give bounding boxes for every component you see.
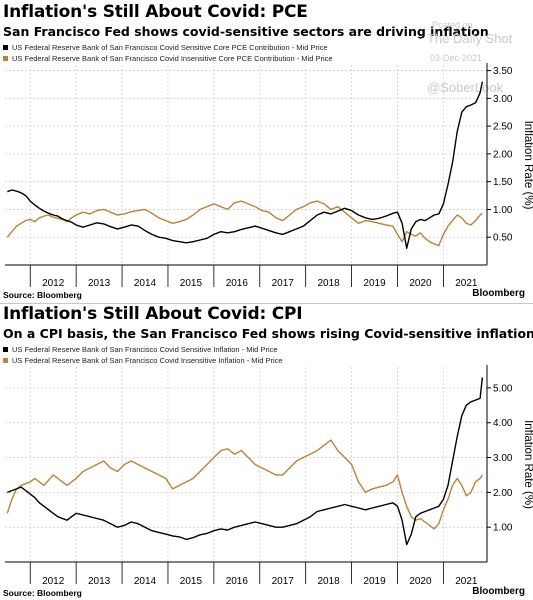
y-tick-label: 3.50 [493,66,513,77]
pce-chart-panel: Inflation's Still About Covid: PCE San F… [3,2,533,300]
legend-item-sensitive: US Federal Reserve Bank of San Francisco… [3,42,333,53]
series-line-covid-sensitive [7,377,484,546]
x-tick-label: 2017 [272,278,295,289]
series-line-covid-sensitive [7,81,484,250]
y-tick-label: 1.00 [493,205,513,216]
y-tick-label: 1.50 [493,177,513,188]
x-tick-label: 2018 [318,576,341,587]
watermark-handle: @SoberLook [427,80,504,95]
y-tick-label: 1.00 [493,523,513,534]
y-tick-label: 2.00 [493,149,513,160]
series-line-covid-insensitive [6,439,483,530]
series-line-covid-insensitive [6,200,483,247]
watermark-date: 03-Dec-2021 [430,53,483,63]
y-tick-label: 4.00 [493,418,513,429]
y-axis-label: Inflation Rate (%) [522,121,533,210]
x-tick-label: 2020 [409,576,432,587]
watermark-daily-shot: The Daily Shot [427,31,513,46]
bloomberg-logo: Bloomberg [472,586,525,597]
legend: US Federal Reserve Bank of San Francisco… [3,42,333,64]
x-tick-label: 2012 [42,576,65,587]
x-tick-label: 2019 [363,576,386,587]
source-note: Source: Bloomberg [3,588,82,598]
x-tick-label: 2015 [180,278,203,289]
x-tick-label: 2021 [455,278,478,289]
legend-label: US Federal Reserve Bank of San Francisco… [12,345,278,354]
y-tick-label: 5.00 [493,383,513,394]
y-tick-label: 3.00 [493,94,513,105]
legend-swatch-insensitive [3,56,8,61]
legend-label: US Federal Reserve Bank of San Francisco… [12,54,333,63]
x-tick-label: 2017 [272,576,295,587]
x-tick-label: 2019 [363,278,386,289]
legend-swatch-insensitive [3,358,8,363]
y-axis-label: Inflation Rate (%) [522,420,533,509]
x-tick-label: 2012 [42,278,65,289]
chart-title: Inflation's Still About Covid: CPI [3,304,303,324]
x-tick-label: 2018 [318,278,341,289]
source-note: Source: Bloomberg [3,290,82,300]
bloomberg-logo: Bloomberg [472,288,525,299]
chart-subtitle: San Francisco Fed shows covid-sensitive … [3,24,489,39]
watermark-posted-on: Posted on [432,20,473,30]
legend-label: US Federal Reserve Bank of San Francisco… [12,356,283,365]
chart-subtitle: On a CPI basis, the San Francisco Fed sh… [3,326,533,341]
x-tick-label: 2015 [180,576,203,587]
legend-item-insensitive: US Federal Reserve Bank of San Francisco… [3,53,333,64]
cpi-chart-panel: Inflation's Still About Covid: CPI On a … [0,302,533,600]
x-tick-label: 2013 [88,576,111,587]
x-tick-label: 2016 [226,576,249,587]
x-tick-label: 2016 [226,278,249,289]
legend: US Federal Reserve Bank of San Francisco… [3,344,283,366]
x-tick-label: 2014 [134,278,157,289]
cpi-line-chart: 1.00 2.00 3.00 4.00 5.00 2012 2013 2014 2015 2016… [5,365,533,587]
x-tick-label: 2014 [134,576,157,587]
x-tick-label: 2013 [88,278,111,289]
legend-item-insensitive: US Federal Reserve Bank of San Francisco… [3,355,283,366]
x-tick-label: 2020 [409,278,432,289]
y-tick-label: 2.00 [493,488,513,499]
chart-title: Inflation's Still About Covid: PCE [3,2,308,22]
pce-line-chart: 0.50 1.00 1.50 2.00 2.50 3.00 3.50 2012 2013 2014… [5,63,533,289]
y-tick-label: 0.50 [493,233,513,244]
y-tick-label: 3.00 [493,453,513,464]
legend-item-sensitive: US Federal Reserve Bank of San Francisco… [3,344,283,355]
legend-label: US Federal Reserve Bank of San Francisco… [12,43,328,52]
y-tick-label: 2.50 [493,122,513,133]
panel-divider [0,303,533,304]
legend-swatch-sensitive [3,347,8,352]
x-tick-label: 2021 [455,576,478,587]
legend-swatch-sensitive [3,45,8,50]
